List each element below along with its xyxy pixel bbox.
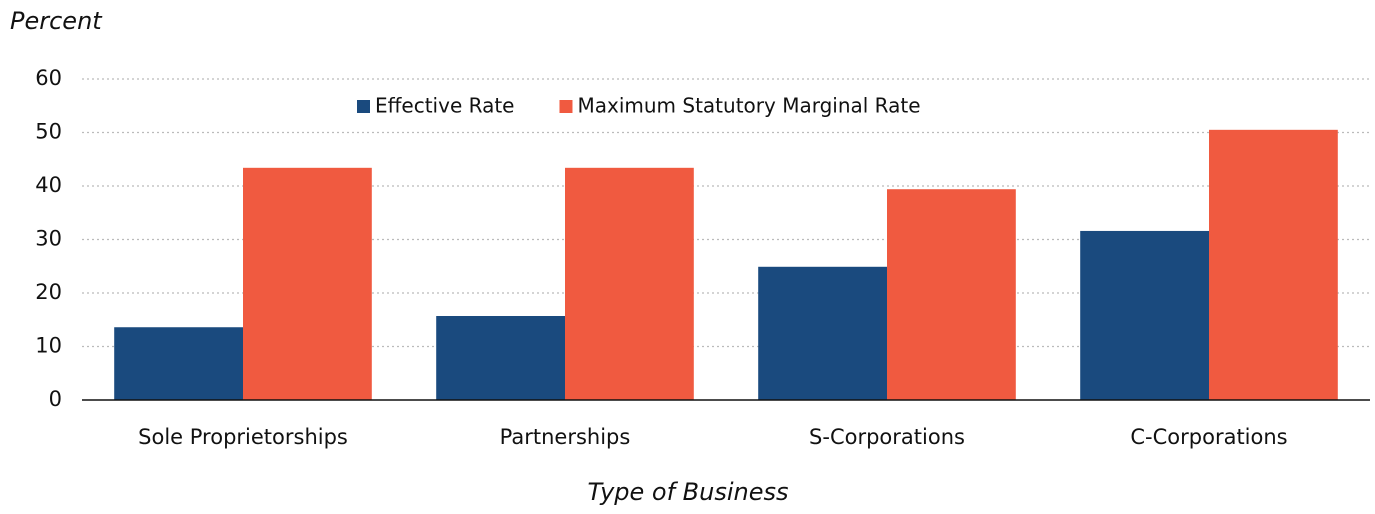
- bar: [243, 167, 372, 400]
- y-tick-label: 40: [35, 173, 62, 197]
- x-axis-label: Type of Business: [588, 478, 789, 506]
- bar: [1080, 230, 1209, 400]
- bar: [565, 167, 694, 400]
- y-tick-label: 0: [49, 387, 62, 411]
- legend-swatch: [559, 100, 573, 113]
- x-tick-label: C-Corporations: [1130, 425, 1287, 449]
- x-tick-label: Partnerships: [500, 425, 631, 449]
- bar: [1209, 129, 1338, 400]
- y-tick-label: 60: [35, 66, 62, 90]
- legend-swatch: [357, 100, 370, 113]
- bar: [114, 327, 243, 400]
- x-tick-label: Sole Proprietorships: [138, 425, 348, 449]
- y-tick-label: 30: [35, 227, 62, 251]
- x-tick-label: S-Corporations: [809, 425, 965, 449]
- y-tick-label: 10: [35, 334, 62, 358]
- bar: [758, 266, 887, 400]
- y-axis-label: Percent: [10, 7, 103, 35]
- bar: [436, 316, 565, 400]
- bar: [887, 189, 1016, 400]
- y-tick-label: 50: [35, 120, 62, 144]
- legend-label: Maximum Statutory Marginal Rate: [577, 94, 920, 118]
- y-tick-label: 20: [35, 280, 62, 304]
- legend-label: Effective Rate: [375, 94, 514, 118]
